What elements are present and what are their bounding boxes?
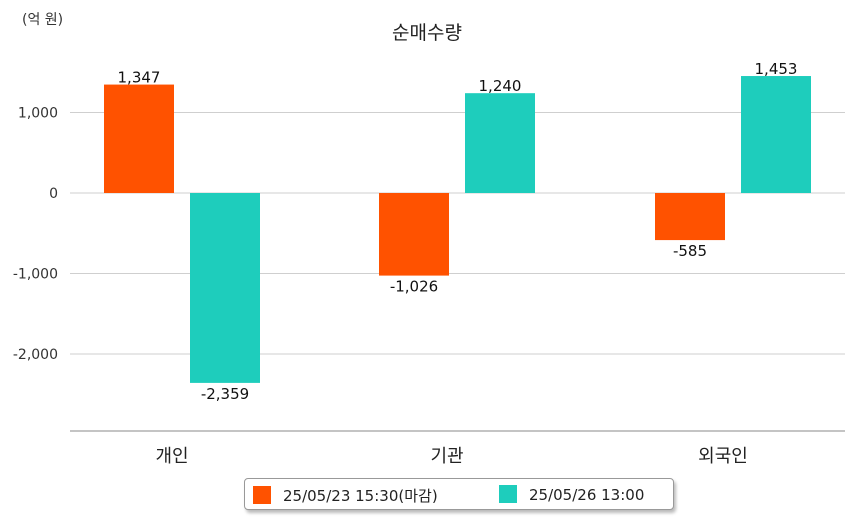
data-label: -2,359 xyxy=(201,385,249,403)
y-tick-label: -1,000 xyxy=(13,267,58,283)
bar-chart: 1,000 0 -1,000 -2,000 1,347 -2,359 개인 -1,026 1,2… xyxy=(13,60,845,467)
bar-1 xyxy=(104,84,174,193)
bar-2 xyxy=(190,193,260,383)
legend-item-series-1[interactable]: 25/05/23 15:30(마감) xyxy=(253,485,438,506)
x-tick-label: 기관 xyxy=(430,446,463,467)
legend: 25/05/23 15:30(마감) 25/05/26 13:00 xyxy=(244,478,674,510)
x-tick-label: 외국인 xyxy=(698,446,748,467)
legend-swatch-series-2 xyxy=(499,485,517,503)
bar-2 xyxy=(741,76,811,193)
data-label: 1,453 xyxy=(755,60,798,78)
y-tick-label: 1,000 xyxy=(18,106,58,122)
legend-item-series-2[interactable]: 25/05/26 13:00 xyxy=(499,485,644,504)
data-label: 1,347 xyxy=(118,69,161,87)
legend-label-series-1: 25/05/23 15:30(마감) xyxy=(283,487,438,505)
unit-label: (억 원) xyxy=(22,12,64,28)
data-label: -585 xyxy=(673,242,707,260)
x-tick-label: 개인 xyxy=(155,446,188,467)
chart-title: 순매수량 xyxy=(392,22,462,44)
y-tick-label: 0 xyxy=(49,186,58,202)
bar-2 xyxy=(465,93,535,193)
legend-swatch-series-1 xyxy=(253,486,271,504)
y-tick-label: -2,000 xyxy=(13,347,58,363)
bar-1 xyxy=(379,193,449,276)
data-label: -1,026 xyxy=(390,278,438,296)
data-label: 1,240 xyxy=(479,77,522,95)
bar-1 xyxy=(655,193,725,241)
legend-label-series-2: 25/05/26 13:00 xyxy=(529,486,645,504)
